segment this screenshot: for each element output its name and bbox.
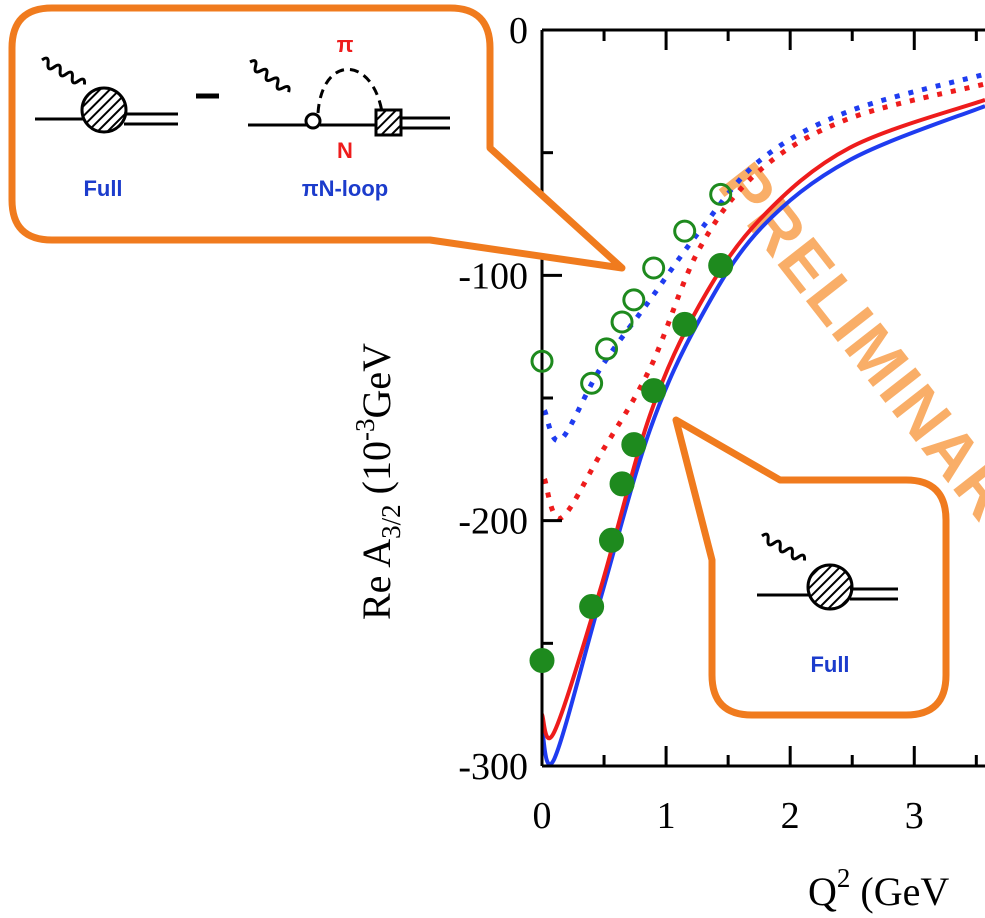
y-label-part: (10	[354, 441, 399, 504]
y-label-part: GeV	[354, 343, 399, 419]
y-tick-label: -100	[458, 255, 528, 297]
y-label-part: Re A	[354, 539, 399, 620]
y-tick-label: -200	[458, 501, 528, 543]
data-point	[642, 379, 666, 403]
data-point	[709, 254, 733, 278]
data-point	[622, 433, 646, 457]
data-point	[675, 221, 695, 241]
vertex	[306, 114, 320, 128]
callout-label: πN-loop	[302, 176, 389, 201]
data-point	[673, 312, 697, 336]
y-tick-label: -300	[458, 746, 528, 788]
x-tick-label: 0	[533, 795, 552, 837]
callout-label: Full	[810, 652, 849, 677]
y-tick-label: 0	[509, 10, 528, 52]
square-vertex	[376, 110, 401, 135]
nucleon-label: N	[337, 138, 353, 163]
callout: Full	[676, 420, 946, 715]
data-point	[580, 595, 604, 619]
blob	[808, 565, 852, 609]
x-axis-label: Q2 (GeV	[808, 863, 949, 914]
data-point	[644, 258, 664, 278]
data-point	[610, 472, 634, 496]
callout: π N Full πN-loop	[12, 8, 622, 268]
chart: PRELIMINARY Re A3/2 (10-3GeV Q2 (GeV 012…	[0, 0, 985, 918]
x-tick-label: 2	[781, 795, 800, 837]
data-point	[530, 649, 554, 673]
x-tick-label: 1	[657, 795, 676, 837]
callout-label: Full	[83, 176, 122, 201]
x-label-sup: 2	[837, 863, 851, 893]
x-tick-label: 3	[905, 795, 924, 837]
y-axis-label: Re A3/2 (10-3GeV	[350, 343, 406, 620]
pion-label: π	[337, 32, 354, 57]
data-point	[624, 290, 644, 310]
callout-box	[12, 8, 622, 268]
x-label-part: (GeV	[850, 869, 949, 914]
x-label-part: Q	[808, 869, 837, 914]
blob	[82, 88, 126, 132]
y-label-sub: 3/2	[376, 504, 406, 539]
data-point	[612, 312, 632, 332]
data-point	[599, 528, 623, 552]
y-label-sup: -3	[350, 419, 380, 442]
